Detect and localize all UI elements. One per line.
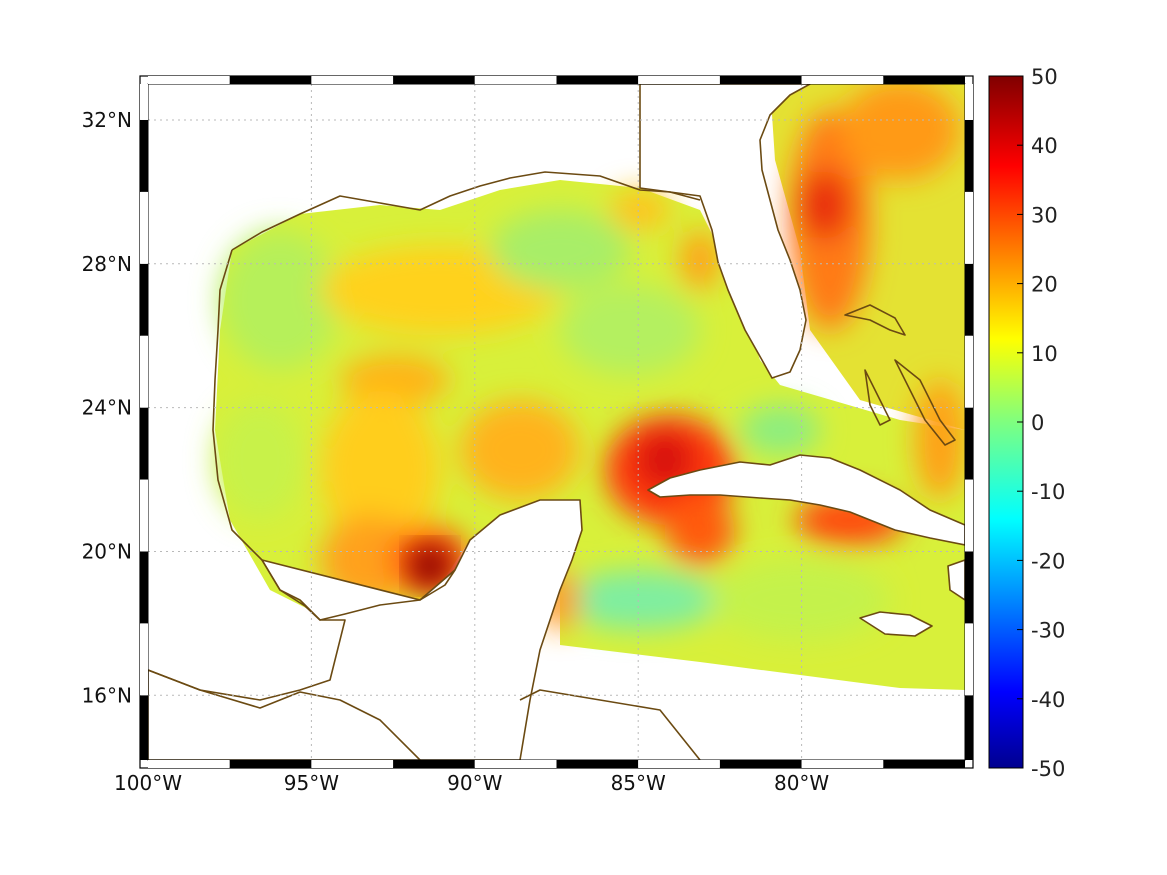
frame-segment — [140, 119, 148, 192]
frame-segment — [965, 335, 973, 408]
frame-segment — [556, 76, 639, 84]
frame-segment — [965, 479, 973, 552]
frame-segment — [965, 191, 973, 264]
colorbar-tick-label: 10 — [1031, 342, 1058, 366]
frame-segment — [556, 760, 639, 768]
colorbar-tick-label: -20 — [1031, 549, 1065, 573]
frame-segment — [638, 76, 720, 84]
frame-segment — [719, 760, 802, 768]
frame-segment — [140, 263, 148, 336]
longitude-tick-label: 80°W — [774, 771, 829, 795]
map-gridlines — [148, 84, 965, 760]
longitude-tick-label: 100°W — [114, 771, 182, 795]
frame-segment — [311, 760, 394, 768]
frame-segment — [229, 76, 312, 84]
frame-segment — [719, 76, 802, 84]
latitude-tick-label: 20°N — [82, 539, 132, 563]
frame-segment — [393, 76, 475, 84]
colorbar-tick-label: 40 — [1031, 134, 1058, 158]
frame-segment — [474, 760, 557, 768]
frame-segment — [148, 760, 230, 768]
frame-segment — [965, 695, 973, 760]
frame-segment — [148, 76, 230, 84]
frame-segment — [311, 76, 394, 84]
frame-segment — [140, 335, 148, 408]
frame-segment — [140, 407, 148, 480]
latitude-tick-label: 16°N — [82, 683, 132, 707]
frame-segment — [965, 263, 973, 336]
frame-segment — [801, 760, 884, 768]
map-frame — [139, 75, 974, 769]
colorbar-tick-label: 30 — [1031, 203, 1058, 227]
frame-segment — [638, 760, 720, 768]
latitude-tick-label: 24°N — [82, 396, 132, 420]
colorbar-tick-label: 50 — [1031, 65, 1058, 89]
frame-segment — [140, 695, 148, 760]
latitude-tick-label: 28°N — [82, 252, 132, 276]
frame-segment — [140, 84, 148, 120]
gulf-coastline — [212, 171, 701, 621]
frame-segment — [965, 551, 973, 624]
colorbar-tick-label: -30 — [1031, 619, 1065, 643]
longitude-tick-label: 85°W — [611, 771, 666, 795]
frame-segment — [965, 119, 973, 192]
frame-segment — [229, 760, 312, 768]
frame-segment — [883, 760, 965, 768]
frame-segment — [801, 76, 884, 84]
longitude-tick-label: 90°W — [447, 771, 502, 795]
colorbar-tick-label: -40 — [1031, 688, 1065, 712]
colorbar: 50 40 30 20 10 0 -10 -20 -30 -40 -50 — [988, 65, 1065, 781]
colorbar-tick-label: -50 — [1031, 757, 1065, 781]
frame-segment — [965, 84, 973, 120]
frame-segment — [965, 407, 973, 480]
longitude-tick-label: 95°W — [284, 771, 339, 795]
frame-segment — [965, 623, 973, 696]
frame-segment — [393, 760, 475, 768]
colorbar-tick-label: -10 — [1031, 480, 1065, 504]
colorbar-tick-label: 0 — [1031, 411, 1044, 435]
colorbar-tick-label: 20 — [1031, 273, 1058, 297]
frame-segment — [140, 479, 148, 552]
frame-segment — [883, 76, 965, 84]
frame-segment — [140, 551, 148, 624]
frame-segment — [474, 76, 557, 84]
latitude-tick-label: 32°N — [82, 108, 132, 132]
colorbar-tick-labels: 50 40 30 20 10 0 -10 -20 -30 -40 -50 — [1017, 65, 1065, 781]
frame-segment — [140, 623, 148, 696]
latitude-tick-labels: 32°N 28°N 24°N 20°N 16°N — [82, 108, 132, 707]
frame-segment — [140, 191, 148, 264]
longitude-tick-labels: 100°W 95°W 90°W 85°W 80°W — [114, 771, 829, 795]
